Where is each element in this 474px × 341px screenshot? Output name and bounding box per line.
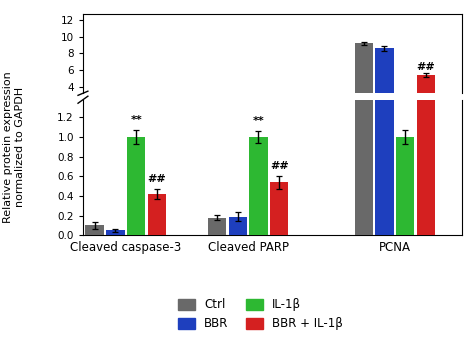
Bar	[396, 137, 414, 235]
Bar	[208, 118, 226, 120]
Bar	[375, 0, 393, 235]
Bar	[270, 182, 288, 235]
Text: Relative protein expression
normalized to GAPDH: Relative protein expression normalized t…	[3, 71, 25, 223]
Legend: Ctrl, BBR, IL-1β, BBR + IL-1β: Ctrl, BBR, IL-1β, BBR + IL-1β	[173, 294, 348, 335]
Bar	[127, 137, 146, 235]
Bar	[355, 0, 373, 235]
Text: ##: ##	[417, 62, 436, 72]
Bar	[355, 44, 373, 120]
Bar	[396, 112, 414, 120]
Bar	[85, 225, 104, 235]
Bar	[127, 112, 146, 120]
Bar	[249, 137, 268, 235]
Text: **: **	[130, 115, 142, 125]
Text: ##: ##	[270, 161, 289, 171]
Bar	[148, 194, 166, 235]
Bar	[148, 116, 166, 120]
Bar	[106, 231, 125, 235]
Bar	[270, 115, 288, 120]
Text: ##: ##	[147, 174, 166, 184]
Bar	[228, 217, 247, 235]
Bar	[85, 119, 104, 120]
Bar	[208, 218, 226, 235]
Text: **: **	[253, 116, 264, 126]
Bar	[417, 0, 435, 235]
Text: **: **	[400, 100, 411, 110]
Bar	[106, 119, 125, 120]
Bar	[375, 48, 393, 120]
Bar	[249, 112, 268, 120]
Bar	[417, 75, 435, 120]
Bar	[228, 118, 247, 120]
